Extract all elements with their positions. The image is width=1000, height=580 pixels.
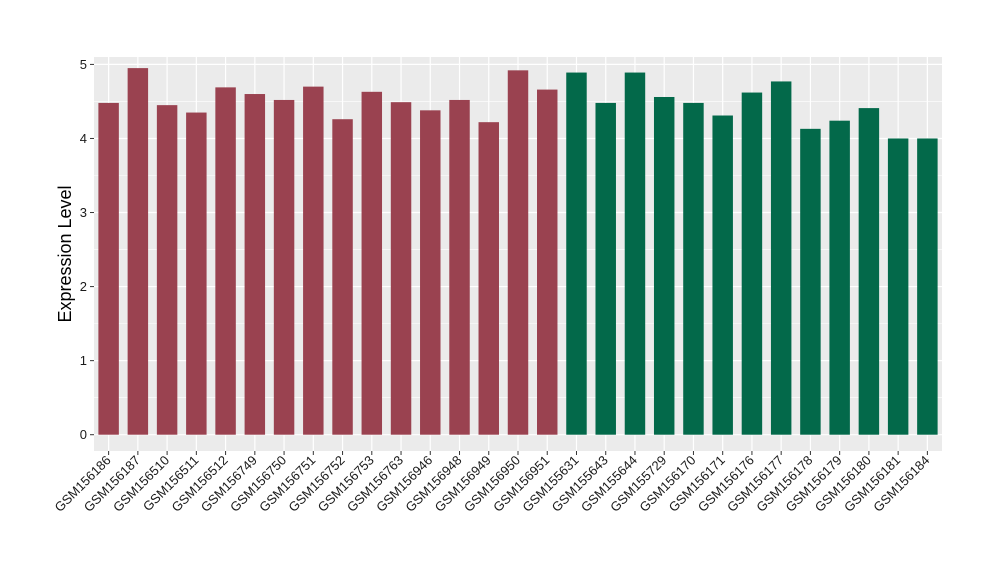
bar-gsm155631	[566, 72, 587, 435]
bar-gsm155643	[595, 102, 616, 435]
bar-gsm156950	[507, 70, 529, 435]
bar-gsm156946	[420, 110, 441, 435]
y-axis-title: Expression Level	[55, 185, 75, 322]
bar-gsm156511	[186, 112, 207, 435]
y-tick-label: 1	[80, 353, 87, 368]
bar-gsm156750	[273, 99, 295, 435]
bar-gsm156510	[156, 105, 178, 435]
bar-gsm156948	[449, 99, 470, 435]
bar-gsm156763	[390, 102, 412, 435]
bar-gsm156180	[858, 108, 880, 435]
bar-gsm156171	[712, 115, 733, 435]
y-tick-label: 3	[80, 205, 87, 220]
bar-gsm156749	[244, 94, 266, 435]
bar-gsm156187	[127, 68, 149, 435]
bar-gsm156179	[829, 120, 850, 435]
bar-gsm156751	[303, 86, 324, 435]
y-tick-label: 5	[80, 57, 87, 72]
bar-gsm156181	[887, 138, 909, 435]
y-axis: 0 1 2 3 4 5	[80, 57, 94, 442]
bar-gsm156170	[683, 102, 704, 435]
y-tick-label: 2	[80, 279, 87, 294]
y-tick-label: 4	[80, 131, 87, 146]
x-axis: GSM156186GSM156187GSM156510GSM156511GSM1…	[52, 451, 933, 515]
bar-gsm156753	[361, 91, 383, 435]
bars	[98, 68, 938, 435]
bar-gsm156512	[215, 87, 236, 435]
bar-gsm156949	[478, 122, 499, 435]
bar-gsm156176	[741, 92, 763, 435]
bar-gsm156184	[917, 138, 938, 435]
bar-gsm156177	[770, 81, 792, 435]
bar-gsm156186	[98, 102, 119, 435]
bar-gsm155644	[624, 72, 646, 435]
bar-gsm156178	[800, 128, 821, 435]
y-tick-label: 0	[80, 427, 87, 442]
bar-gsm155729	[653, 96, 675, 435]
bar-gsm156752	[332, 119, 353, 435]
bar-gsm156951	[537, 89, 558, 435]
